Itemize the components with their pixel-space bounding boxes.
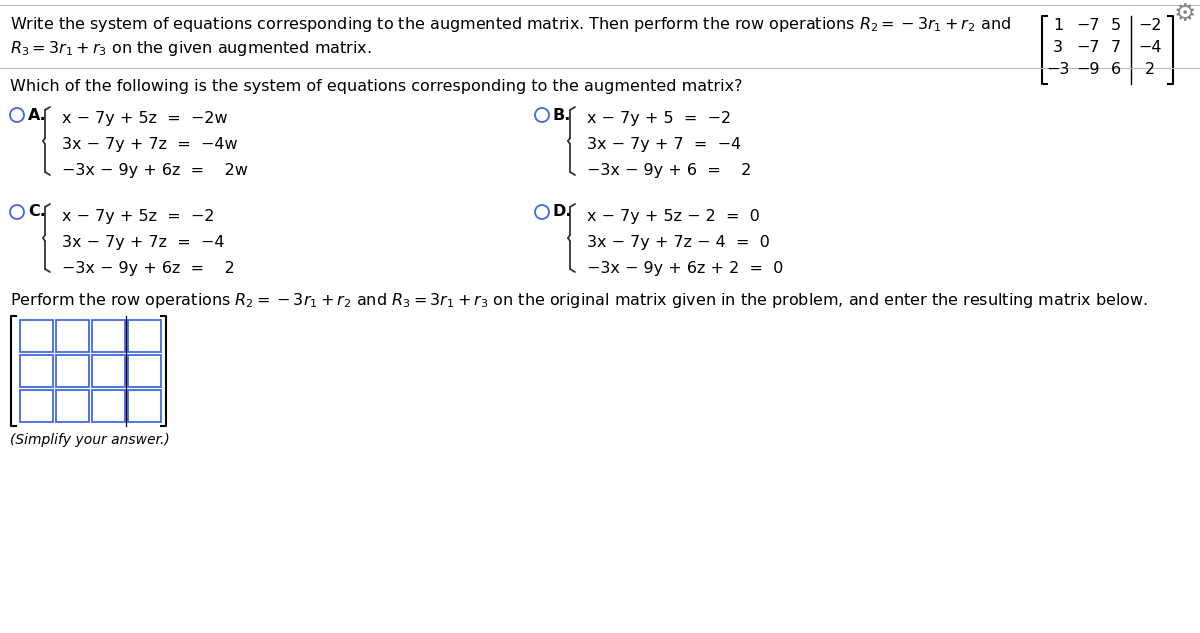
Text: x − 7y + 5  =  −2: x − 7y + 5 = −2	[587, 111, 731, 127]
Text: −3x − 9y + 6z  =    2w: −3x − 9y + 6z = 2w	[62, 163, 248, 179]
Text: 3x − 7y + 7z  =  −4: 3x − 7y + 7z = −4	[62, 234, 224, 249]
Text: −4: −4	[1139, 41, 1162, 56]
FancyBboxPatch shape	[92, 355, 125, 387]
Text: (Simplify your answer.): (Simplify your answer.)	[10, 433, 169, 447]
Text: 5: 5	[1111, 18, 1121, 34]
FancyBboxPatch shape	[56, 320, 89, 352]
Text: −2: −2	[1139, 18, 1162, 34]
FancyBboxPatch shape	[128, 390, 161, 422]
Text: ⚙: ⚙	[1174, 2, 1196, 26]
Text: 1: 1	[1052, 18, 1063, 34]
Text: 7: 7	[1111, 41, 1121, 56]
Text: −3: −3	[1046, 63, 1069, 77]
Text: −7: −7	[1076, 18, 1099, 34]
Text: −9: −9	[1076, 63, 1099, 77]
FancyBboxPatch shape	[56, 355, 89, 387]
Text: −3x − 9y + 6z + 2  =  0: −3x − 9y + 6z + 2 = 0	[587, 261, 784, 275]
Text: Which of the following is the system of equations corresponding to the augmented: Which of the following is the system of …	[10, 80, 743, 94]
Text: $R_3 = 3r_1 + r_3$ on the given augmented matrix.: $R_3 = 3r_1 + r_3$ on the given augmente…	[10, 39, 372, 58]
FancyBboxPatch shape	[20, 320, 53, 352]
Text: −3x − 9y + 6z  =    2: −3x − 9y + 6z = 2	[62, 261, 235, 275]
Text: B.: B.	[553, 108, 571, 123]
FancyBboxPatch shape	[128, 355, 161, 387]
FancyBboxPatch shape	[128, 320, 161, 352]
Text: x − 7y + 5z  =  −2: x − 7y + 5z = −2	[62, 208, 215, 223]
Text: A.: A.	[28, 108, 47, 123]
FancyBboxPatch shape	[20, 355, 53, 387]
Text: D.: D.	[553, 204, 572, 220]
Text: 2: 2	[1145, 63, 1156, 77]
Text: 3x − 7y + 7  =  −4: 3x − 7y + 7 = −4	[587, 137, 742, 153]
Text: 3: 3	[1054, 41, 1063, 56]
Text: x − 7y + 5z − 2  =  0: x − 7y + 5z − 2 = 0	[587, 208, 760, 223]
FancyBboxPatch shape	[92, 320, 125, 352]
Text: C.: C.	[28, 204, 46, 220]
Text: −7: −7	[1076, 41, 1099, 56]
Text: 3x − 7y + 7z − 4  =  0: 3x − 7y + 7z − 4 = 0	[587, 234, 770, 249]
FancyBboxPatch shape	[92, 390, 125, 422]
Text: 6: 6	[1111, 63, 1121, 77]
FancyBboxPatch shape	[20, 390, 53, 422]
Text: −3x − 9y + 6  =    2: −3x − 9y + 6 = 2	[587, 163, 751, 179]
Text: Perform the row operations $R_2 = -3r_1 + r_2$ and $R_3 = 3r_1 + r_3$ on the ori: Perform the row operations $R_2 = -3r_1 …	[10, 291, 1148, 310]
Text: x − 7y + 5z  =  −2w: x − 7y + 5z = −2w	[62, 111, 228, 127]
Text: 3x − 7y + 7z  =  −4w: 3x − 7y + 7z = −4w	[62, 137, 238, 153]
FancyBboxPatch shape	[56, 390, 89, 422]
Text: Write the system of equations corresponding to the augmented matrix. Then perfor: Write the system of equations correspond…	[10, 15, 1010, 35]
